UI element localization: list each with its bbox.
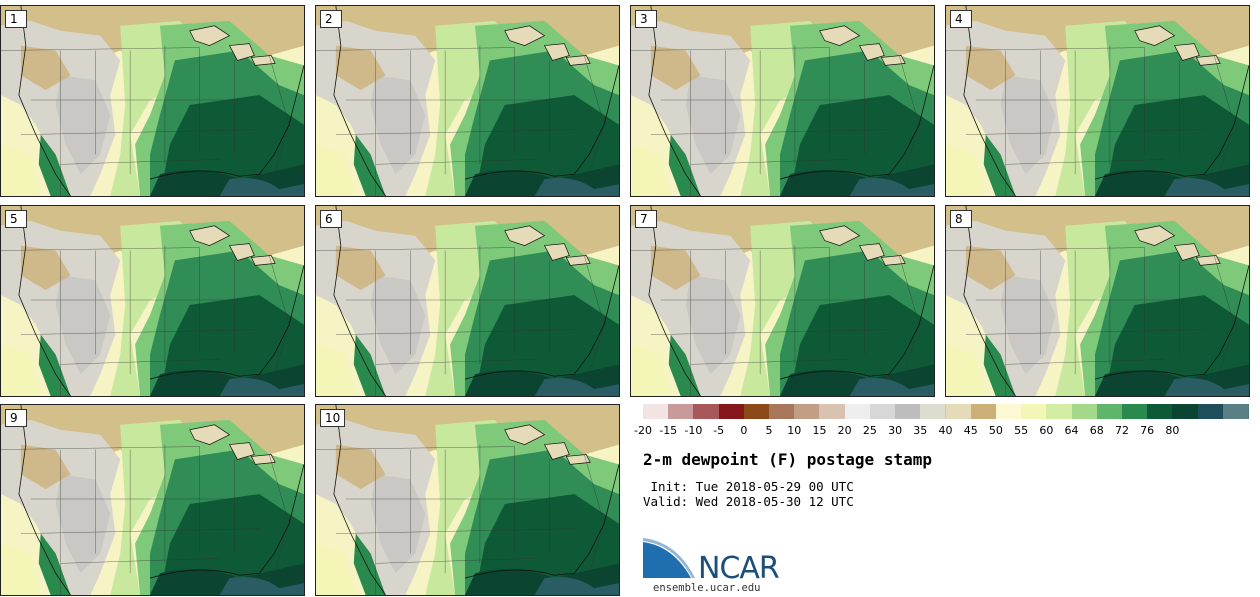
colorbar-box xyxy=(794,404,821,419)
colorbar-tick-label: 10 xyxy=(787,424,802,437)
colorbar-box xyxy=(895,404,922,419)
map-stamp[interactable]: 10 xyxy=(315,404,620,596)
init-time: Init: Tue 2018-05-29 00 UTC xyxy=(643,479,854,494)
colorbar-box xyxy=(1071,404,1098,419)
dewpoint-map xyxy=(946,6,1249,196)
colorbar-box xyxy=(1021,404,1048,419)
map-stamp[interactable]: 7 xyxy=(630,205,935,397)
dewpoint-map xyxy=(631,206,934,396)
colorbar-box xyxy=(819,404,846,419)
colorbar-tick-label: 64 xyxy=(1064,424,1079,437)
colorbar-box xyxy=(1096,404,1123,419)
stamp-label: 7 xyxy=(635,210,657,228)
site-url[interactable]: ensemble.ucar.edu xyxy=(653,582,761,594)
valid-time: Valid: Wed 2018-05-30 12 UTC xyxy=(643,494,854,509)
colorbar-box xyxy=(1046,404,1073,419)
colorbar-tick-label: 5 xyxy=(765,424,773,437)
colorbar-tick-label: 15 xyxy=(812,424,827,437)
colorbar-box xyxy=(1147,404,1174,419)
colorbar-legend: -20 -15 -10 -5 0 5 10 15 20 25 30 35 40 45 50 55 60 64 68 7… xyxy=(634,404,1249,438)
map-stamp[interactable]: 4 xyxy=(945,5,1250,197)
colorbar-tick-label: 40 xyxy=(938,424,953,437)
colorbar-tick-label: 60 xyxy=(1039,424,1054,437)
dewpoint-map xyxy=(631,6,934,196)
colorbar-tick-label: 68 xyxy=(1089,424,1104,437)
stamp-label: 4 xyxy=(950,10,972,28)
colorbar-tick-label: 72 xyxy=(1114,424,1129,437)
colorbar-tick-label: 80 xyxy=(1165,424,1180,437)
stamp-label: 8 xyxy=(950,210,972,228)
colorbar-box xyxy=(743,404,771,419)
colorbar-tick-label: 0 xyxy=(740,424,748,437)
colorbar-tick-label: 76 xyxy=(1140,424,1155,437)
colorbar-tick-label: 20 xyxy=(837,424,852,437)
dewpoint-map xyxy=(1,206,304,396)
colorbar-box xyxy=(1172,404,1199,419)
colorbar-box xyxy=(869,404,897,419)
colorbar-tick-label: -15 xyxy=(659,424,678,437)
colorbar-box xyxy=(1222,404,1249,419)
stamp-label: 10 xyxy=(320,409,346,427)
stamp-label: 5 xyxy=(5,210,27,228)
colorbar-box xyxy=(769,404,796,419)
ncar-logo-icon xyxy=(643,538,695,578)
colorbar-tick-label: 55 xyxy=(1014,424,1029,437)
colorbar-box xyxy=(693,404,720,419)
colorbar-tick-label: 45 xyxy=(963,424,978,437)
stamp-label: 1 xyxy=(5,10,27,28)
stamp-label: 6 xyxy=(320,210,342,228)
colorbar-box xyxy=(668,404,695,419)
dewpoint-map xyxy=(1,405,304,595)
stamp-label: 3 xyxy=(635,10,657,28)
colorbar-box xyxy=(844,404,871,419)
map-stamp[interactable]: 6 xyxy=(315,205,620,397)
colorbar-box xyxy=(643,404,670,419)
colorbar-box xyxy=(920,404,947,419)
dewpoint-map xyxy=(1,6,304,196)
stamp-label: 9 xyxy=(5,409,27,427)
map-stamp[interactable]: 8 xyxy=(945,205,1250,397)
colorbar-tick-label: 25 xyxy=(862,424,877,437)
colorbar-tick-label: -10 xyxy=(684,424,703,437)
colorbar-box xyxy=(1121,404,1149,419)
colorbar-box xyxy=(995,404,1023,419)
colorbar-tick-label: -5 xyxy=(713,424,725,437)
ncar-logo-text: NCAR xyxy=(698,551,780,586)
colorbar-tick-label: 30 xyxy=(888,424,903,437)
map-stamp[interactable]: 5 xyxy=(0,205,305,397)
map-stamp[interactable]: 2 xyxy=(315,5,620,197)
dewpoint-map xyxy=(316,6,619,196)
map-stamp[interactable]: 3 xyxy=(630,5,935,197)
stamp-label: 2 xyxy=(320,10,342,28)
colorbar-box xyxy=(1197,404,1224,419)
colorbar-tick-label: 50 xyxy=(988,424,1003,437)
colorbar-box xyxy=(718,404,745,419)
page-title: 2-m dewpoint (F) postage stamp xyxy=(643,450,932,469)
dewpoint-map xyxy=(946,206,1249,396)
map-stamp[interactable]: 1 xyxy=(0,5,305,197)
colorbar-tick-label: 35 xyxy=(913,424,928,437)
colorbar-tick-label: -20 xyxy=(634,424,652,437)
dewpoint-map xyxy=(316,206,619,396)
map-stamp[interactable]: 9 xyxy=(0,404,305,596)
colorbar-box xyxy=(970,404,997,419)
dewpoint-map xyxy=(316,405,619,595)
colorbar-box xyxy=(945,404,972,419)
